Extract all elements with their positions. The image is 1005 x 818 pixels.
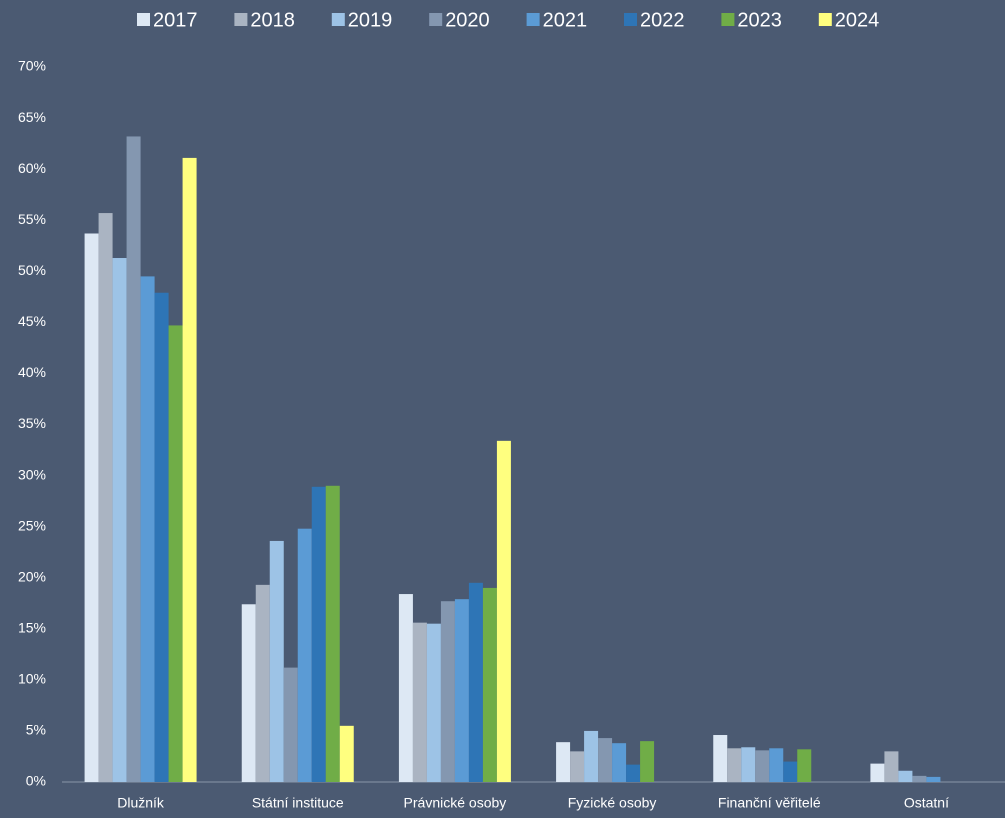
bar [241,604,256,782]
bar [570,751,585,782]
bar [311,486,326,782]
bar [255,584,270,782]
y-tick-label: 35% [18,415,46,431]
bar [454,599,469,782]
bar [412,622,427,782]
y-tick-label: 15% [18,619,46,635]
y-tick-label: 60% [18,160,46,176]
legend-label: 2022 [640,9,685,31]
x-tick-label: Fyzické osoby [568,795,657,811]
bar [626,764,641,782]
bar [797,749,812,782]
bar [926,776,941,782]
legend-swatch [818,13,832,26]
bar [584,730,599,782]
y-tick-label: 70% [18,58,46,74]
bar [426,623,441,782]
legend-swatch [137,13,150,26]
bar [727,748,742,782]
bar [640,741,655,782]
x-tick-label: Ostatní [904,795,949,811]
y-tick-label: 40% [18,364,46,380]
bar [398,594,413,782]
y-tick-label: 55% [18,211,46,227]
bar [496,440,511,782]
bar [713,735,728,782]
bar [84,233,99,782]
bar [297,528,312,782]
legend-label: 2024 [835,9,880,31]
y-tick-label: 50% [18,262,46,278]
bar [339,725,354,782]
legend-swatch [526,13,540,26]
legend-swatch [429,13,443,26]
bar [154,292,169,782]
bar [783,761,798,782]
bar [598,738,613,782]
bar [556,742,571,782]
y-tick-label: 45% [18,313,46,329]
bar [126,136,141,782]
x-tick-label: Finanční věřitelé [718,795,821,811]
bar [870,763,885,782]
y-tick-label: 5% [26,722,46,738]
y-tick-label: 20% [18,568,46,584]
bar [112,258,127,782]
bar [182,157,197,782]
x-tick-label: Právnické osoby [404,795,507,811]
bar [468,582,483,782]
bar [755,750,770,782]
bar [612,743,627,782]
x-tick-label: Dlužník [117,795,165,811]
y-tick-label: 30% [18,466,46,482]
bar [769,748,784,782]
y-tick-label: 0% [26,773,46,789]
legend-label: 2023 [737,9,782,31]
legend-swatch [331,13,345,26]
bar [482,587,497,782]
bar [884,751,899,782]
bar [440,601,455,782]
legend-swatch [721,13,735,26]
bar [98,213,113,783]
bar [283,667,298,782]
y-tick-label: 65% [18,109,46,125]
legend-label: 2021 [543,9,588,31]
legend-label: 2019 [348,9,393,31]
legend-label: 2017 [153,9,198,31]
bar [325,485,340,782]
legend-label: 2020 [445,9,490,31]
legend-swatch [234,13,248,26]
legend-swatch [624,13,637,26]
legend-label: 2018 [250,9,295,31]
bar [269,540,284,782]
bar [140,276,155,782]
y-tick-label: 10% [18,671,46,687]
bar [741,747,756,782]
y-tick-label: 25% [18,517,46,533]
bar [898,770,913,782]
bar [912,775,927,782]
x-tick-label: Státní instituce [252,795,344,811]
bar [168,325,183,782]
